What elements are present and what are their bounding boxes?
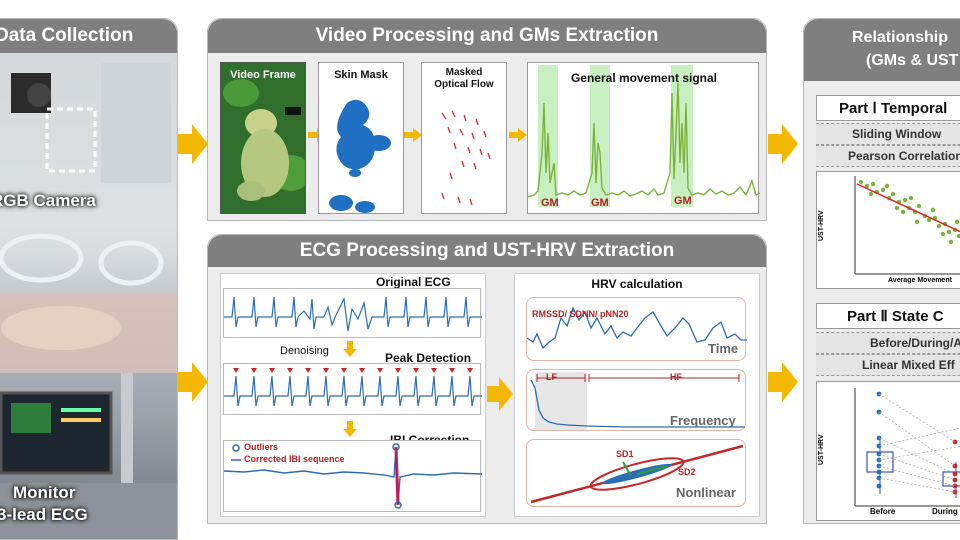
optical-flow-box: [421, 62, 507, 214]
state-boxplot: [854, 388, 960, 507]
arrow-right-icon: [768, 124, 798, 164]
boxplot-during-label: During: [932, 507, 958, 516]
peak-detection-trace: [224, 368, 482, 407]
nonlinear-caption: Nonlinear: [676, 485, 736, 500]
optical-flow-label-1: Masked: [445, 67, 483, 78]
data-collection-title: Data Collection: [0, 19, 177, 53]
ecg-processing-panel: ECG Processing and UST-HRV Extraction Or…: [207, 234, 767, 524]
frequency-domain-plot: [530, 372, 745, 430]
optical-flow-image: [441, 110, 491, 206]
ecg-lead-label: 3-lead ECG: [0, 505, 88, 524]
arrow-right-icon: [487, 377, 513, 411]
gm-signal-plot: [527, 65, 761, 207]
peak-detection-box: [223, 363, 482, 415]
hrv-calc-title: HRV calculation: [591, 277, 683, 291]
scatter-plot-box: [816, 171, 960, 289]
original-ecg-label: Original ECG: [376, 275, 451, 289]
relationship-panel: Relationship (GMs & UST Part Ⅰ Temporal …: [803, 18, 960, 524]
part2-method-states: Before/During/A: [816, 332, 960, 354]
camera-label: RGB Camera: [0, 191, 96, 210]
skin-mask-box: [318, 62, 404, 214]
video-processing-panel: Video Processing and GMs Extraction Vide…: [207, 18, 767, 221]
part2-method-lme: Linear Mixed Eff: [816, 354, 960, 376]
frequency-caption: Frequency: [670, 413, 736, 428]
original-ecg-trace: [224, 296, 482, 332]
time-metrics-label: RMSSD/ SDNN/ pNN20: [532, 309, 629, 319]
original-ecg-box: [223, 288, 482, 338]
skin-mask-label: Skin Mask: [334, 69, 388, 81]
gm-tag-1: GM: [541, 197, 559, 209]
part2-header: Part Ⅱ State C: [816, 303, 960, 329]
legend-outliers: Outliers: [244, 442, 279, 452]
legend-corrected: Corrected IBI sequence: [244, 454, 345, 464]
denoising-label: Denoising: [280, 345, 329, 357]
gm-signal-box: [527, 62, 761, 214]
part1-header: Part Ⅰ Temporal: [816, 95, 960, 121]
part1-method-sliding: Sliding Window: [816, 123, 960, 145]
arrow-right-icon: [404, 128, 422, 142]
arrow-right-icon: [768, 362, 798, 402]
skin-mask-image: [329, 99, 391, 213]
lf-label: LF: [546, 372, 557, 382]
video-panel-title: Video Processing and GMs Extraction: [208, 19, 766, 53]
arrow-down-icon: [343, 341, 357, 357]
nicu-photo: [0, 53, 177, 539]
arrow-right-icon: [178, 362, 208, 402]
part1-method-pearson: Pearson Correlation: [816, 145, 960, 167]
nonlinear-box: [526, 439, 746, 507]
infant-video-frame: [221, 63, 305, 213]
gm-tag-3: GM: [674, 195, 692, 207]
gm-tag-2: GM: [591, 197, 609, 209]
optical-flow-label-2: Optical Flow: [434, 79, 494, 90]
boxplot-ylabel: UST-HRV: [818, 434, 825, 465]
relationship-title: Relationship (GMs & UST: [804, 19, 960, 81]
boxplot-before-label: Before: [870, 507, 896, 516]
arrow-down-icon: [343, 421, 357, 437]
correlation-scatter-plot: [854, 176, 960, 275]
ibi-correction-box: [223, 440, 483, 512]
scatter-ylabel: UST-HRV: [818, 210, 825, 241]
time-caption: Time: [708, 341, 739, 356]
video-frame-label: Video Frame: [230, 69, 296, 81]
frequency-domain-box: [526, 369, 746, 431]
data-collection-panel: Data Collection R: [0, 18, 178, 540]
arrow-right-icon: [178, 124, 208, 164]
boxplot-box: [816, 381, 960, 521]
gm-signal-label: General movement signal: [570, 71, 718, 85]
ecg-panel-title: ECG Processing and UST-HRV Extraction: [208, 235, 766, 267]
video-frame-box: [220, 62, 306, 214]
hf-label: HF: [670, 372, 682, 382]
sd2-label: SD2: [678, 467, 696, 477]
time-domain-plot: [526, 306, 747, 350]
scatter-xlabel: Average Movement: [888, 277, 952, 284]
ibi-correction-trace: [223, 443, 483, 509]
monitor-label: Monitor: [13, 483, 76, 502]
peak-detection-label: Peak Detection: [385, 351, 472, 365]
poincare-plot: [530, 444, 744, 504]
arrow-right-icon: [509, 128, 527, 142]
time-domain-box: [526, 297, 747, 361]
sd1-label: SD1: [616, 449, 634, 459]
